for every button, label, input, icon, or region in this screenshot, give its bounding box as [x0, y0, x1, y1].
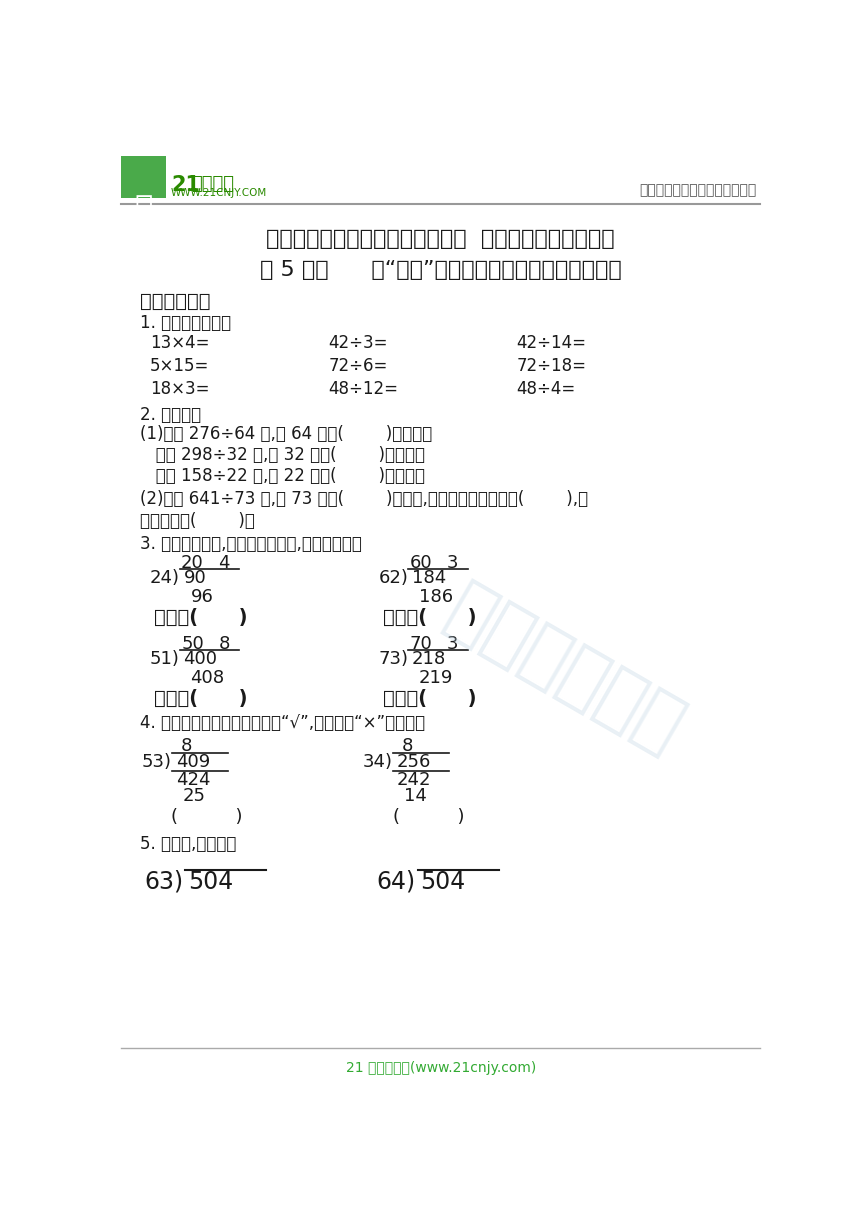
Text: 《基础巩固》: 《基础巩固》 [140, 292, 211, 311]
Text: 3. 根据试商情况,说出各题应商几,填在括号里。: 3. 根据试商情况,说出各题应商几,填在括号里。 [140, 535, 362, 553]
Text: 网络精选资料: 网络精选资料 [435, 575, 695, 765]
Text: 42÷14=: 42÷14= [517, 334, 587, 351]
Text: 90: 90 [183, 569, 206, 587]
Text: 219: 219 [419, 669, 453, 687]
Text: 21 世纪教育网(www.21cnjy.com): 21 世纪教育网(www.21cnjy.com) [346, 1060, 536, 1075]
FancyBboxPatch shape [121, 156, 166, 198]
Text: 70: 70 [409, 635, 433, 653]
Text: 25: 25 [182, 787, 206, 805]
Text: 14: 14 [403, 787, 427, 805]
Text: 62): 62) [378, 569, 408, 587]
Text: 四年级数学上册一课一练第二单元  两、三位数除以两位数: 四年级数学上册一课一练第二单元 两、三位数除以两位数 [267, 229, 615, 249]
Text: 13×4=: 13×4= [150, 334, 210, 351]
Text: 8: 8 [181, 737, 193, 755]
Text: 第 5 课时      用“四舍”法把除数看作接近的整十数试商: 第 5 课时 用“四舍”法把除数看作接近的整十数试商 [260, 260, 622, 280]
Text: (1)计算 276÷64 时,把 64 看作(        )来试商；: (1)计算 276÷64 时,把 64 看作( )来试商； [140, 426, 433, 444]
Text: 63): 63) [144, 869, 183, 894]
Text: 73): 73) [378, 651, 408, 669]
Text: 20: 20 [181, 554, 204, 572]
Text: 21: 21 [171, 175, 200, 196]
Text: 计算 298÷32 时,把 32 看作(        )来试商；: 计算 298÷32 时,把 32 看作( )来试商； [140, 446, 425, 465]
Text: 504: 504 [188, 869, 233, 894]
Text: 48÷4=: 48÷4= [517, 381, 576, 398]
Text: 要把初商调(        )。: 要把初商调( )。 [140, 512, 255, 530]
Text: 18×3=: 18×3= [150, 381, 210, 398]
Text: 应该商(      ): 应该商( ) [384, 608, 477, 627]
Text: 400: 400 [183, 651, 218, 669]
Text: 242: 242 [396, 771, 431, 789]
Text: (          ): ( ) [393, 809, 464, 826]
Text: 42÷3=: 42÷3= [329, 334, 388, 351]
Text: 应该商(      ): 应该商( ) [154, 608, 248, 627]
Text: 4: 4 [218, 554, 230, 572]
Text: 53): 53) [142, 753, 172, 771]
Text: 世纪教育: 世纪教育 [191, 175, 234, 193]
Text: 48÷12=: 48÷12= [329, 381, 398, 398]
Text: 8: 8 [218, 635, 230, 653]
Text: 60: 60 [409, 554, 433, 572]
Text: 应该商(      ): 应该商( ) [154, 688, 248, 708]
Text: 2. 填空题。: 2. 填空题。 [140, 406, 201, 424]
Text: 256: 256 [396, 753, 431, 771]
Text: 24): 24) [150, 569, 180, 587]
Text: 72÷18=: 72÷18= [517, 358, 587, 375]
Text: 64): 64) [377, 869, 416, 894]
Text: 218: 218 [412, 651, 446, 669]
Text: (2)计算 641÷73 时,把 73 看作(        )来试商,但可能会出现初商偏(        ),就: (2)计算 641÷73 时,把 73 看作( )来试商,但可能会出现初商偏( … [140, 490, 588, 508]
Text: 504: 504 [421, 869, 466, 894]
Text: 1. 直接写出得数。: 1. 直接写出得数。 [140, 314, 231, 332]
Text: 中小学教育资源及组卷应用平台: 中小学教育资源及组卷应用平台 [640, 182, 757, 197]
Text: 步: 步 [135, 195, 153, 224]
Text: 424: 424 [175, 771, 210, 789]
Text: (          ): ( ) [171, 809, 243, 826]
Text: 5. 算一算,比一比。: 5. 算一算,比一比。 [140, 835, 236, 854]
Text: 50: 50 [181, 635, 204, 653]
Text: 3: 3 [447, 554, 458, 572]
Text: 409: 409 [175, 753, 210, 771]
Text: 8: 8 [402, 737, 414, 755]
Text: 4. 下面的计算对吗？正确的画“√”,错误的画“×”并改正。: 4. 下面的计算对吗？正确的画“√”,错误的画“×”并改正。 [140, 714, 425, 732]
Text: 72÷6=: 72÷6= [329, 358, 388, 375]
Text: 3: 3 [447, 635, 458, 653]
Text: 计算 158÷22 时,把 22 看作(        )来试商。: 计算 158÷22 时,把 22 看作( )来试商。 [140, 467, 425, 485]
Text: 96: 96 [190, 587, 213, 606]
Text: WWW.21CNJY.COM: WWW.21CNJY.COM [171, 188, 267, 198]
Text: 408: 408 [190, 669, 224, 687]
Text: 5×15=: 5×15= [150, 358, 210, 375]
Text: 34): 34) [363, 753, 393, 771]
Text: 51): 51) [150, 651, 180, 669]
Text: 186: 186 [419, 587, 453, 606]
Text: 184: 184 [412, 569, 446, 587]
Text: 应该商(      ): 应该商( ) [384, 688, 477, 708]
